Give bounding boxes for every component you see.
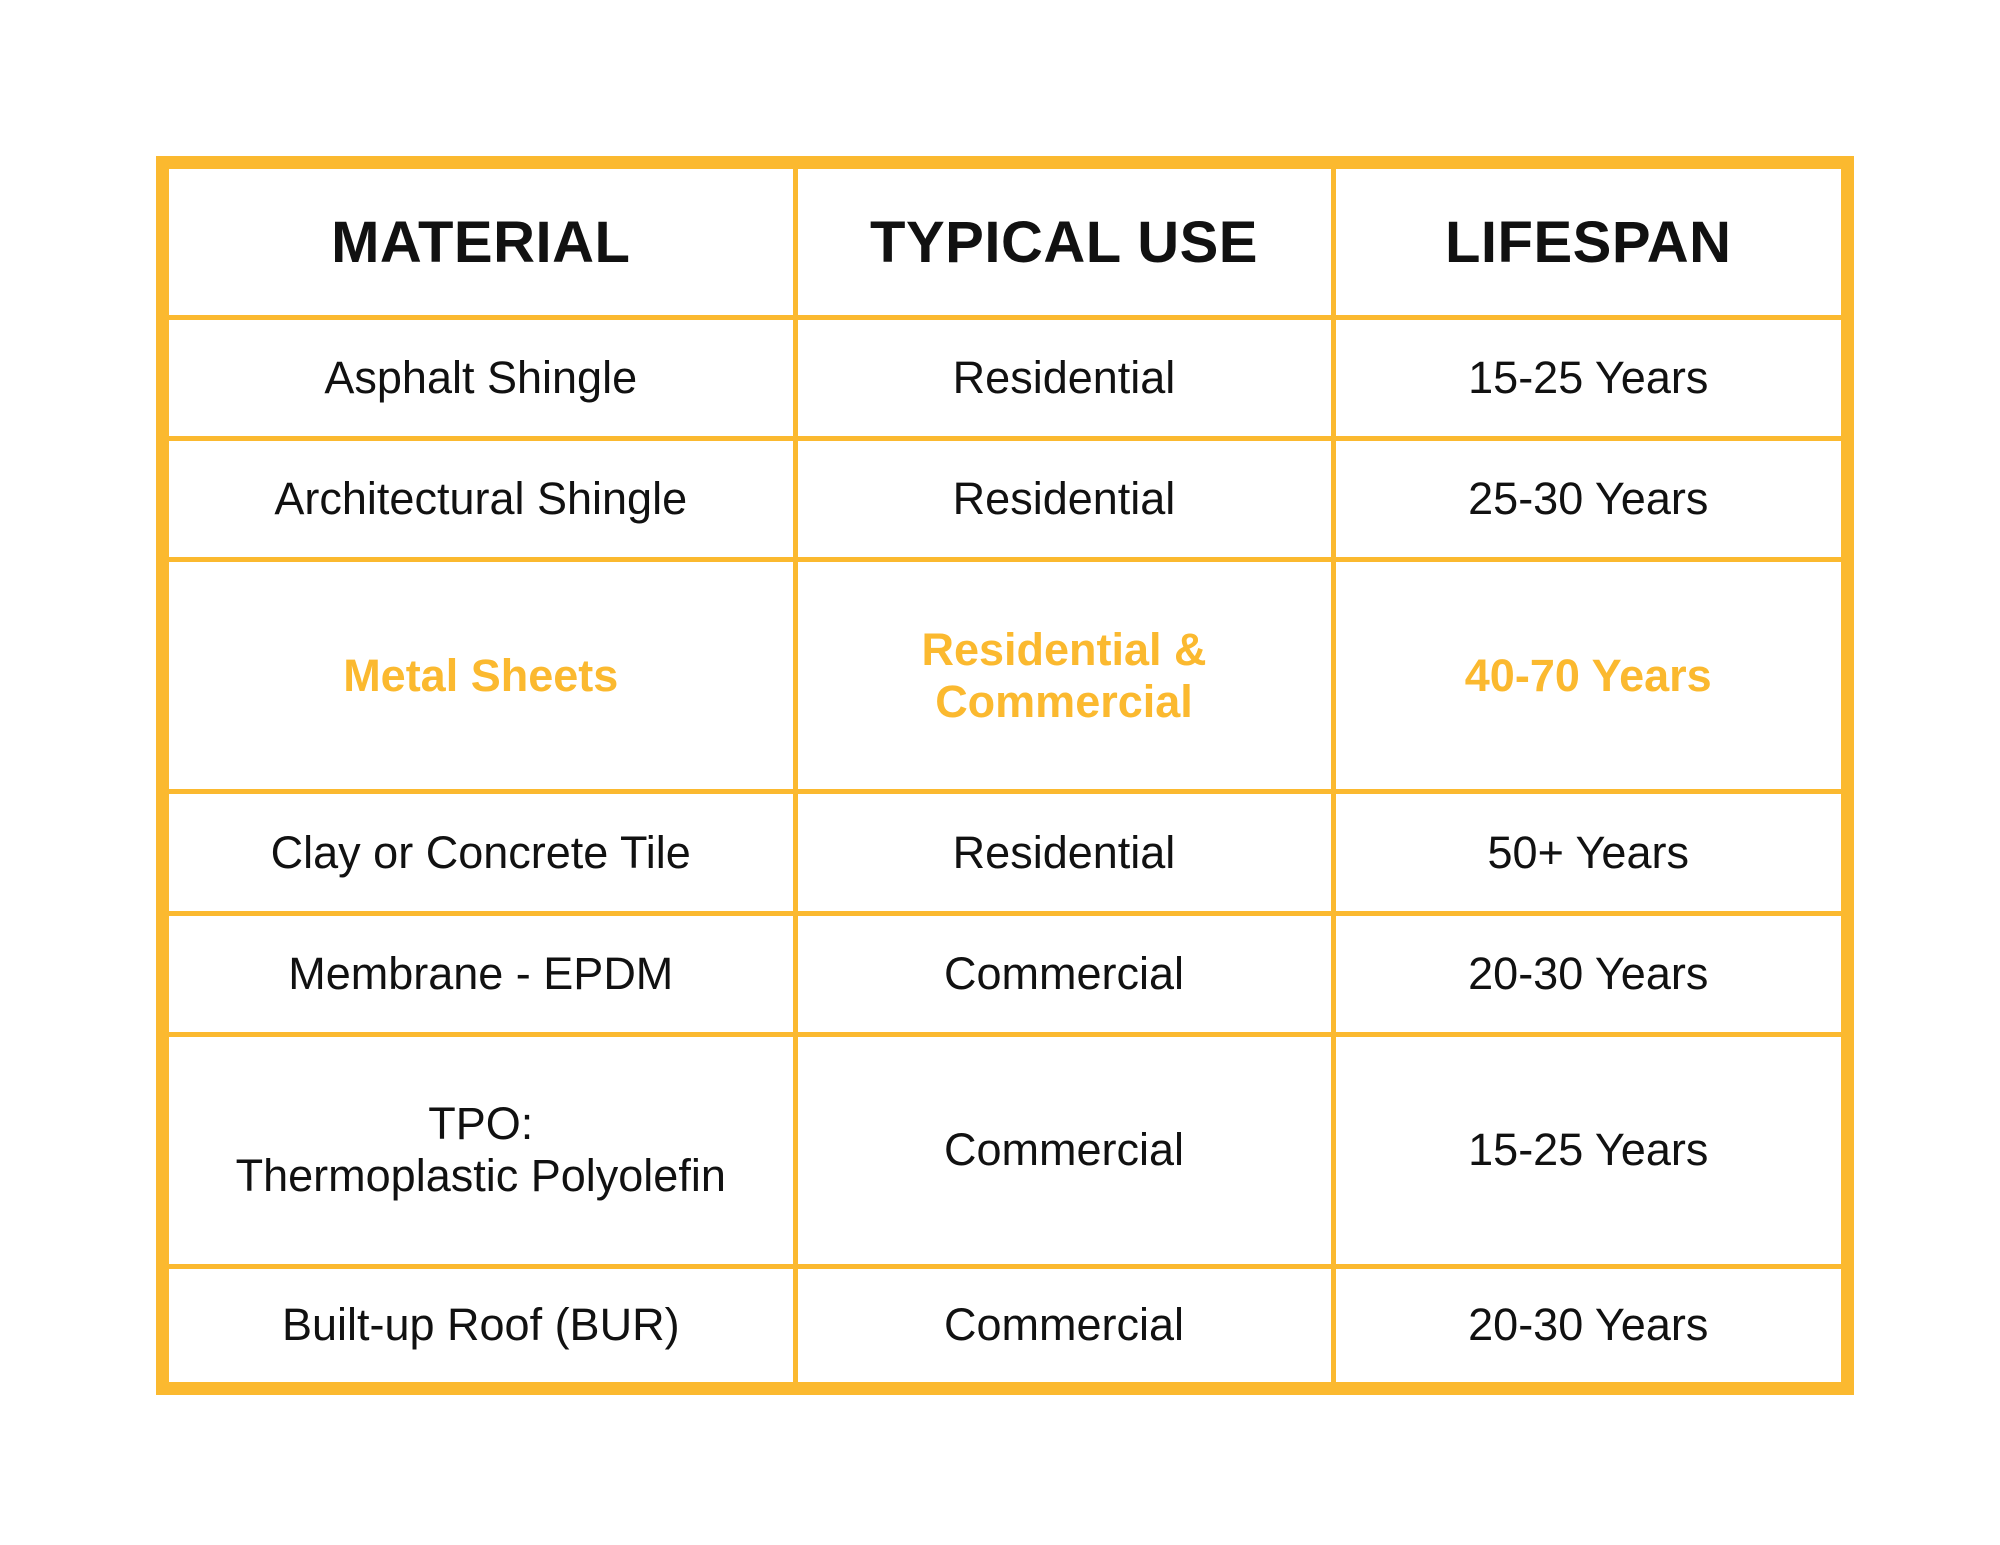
table-cell: 15-25 Years: [1330, 317, 1841, 442]
table-cell: Asphalt Shingle: [169, 317, 798, 442]
table-row: TPO: Thermoplastic Polyolefin Commercial 1…: [169, 1031, 1841, 1269]
table-cell: 20-30 Years: [1330, 910, 1841, 1037]
column-header: MATERIAL: [169, 169, 798, 320]
table-cell: TPO: Thermoplastic Polyolefin: [169, 1031, 798, 1269]
table-cell: 20-30 Years: [1330, 1263, 1841, 1382]
table-header: MATERIAL TYPICAL USE LIFESPAN: [169, 169, 1841, 320]
table-cell: Membrane - EPDM: [169, 910, 798, 1037]
table-row: Membrane - EPDM Commercial 20-30 Years: [169, 910, 1841, 1037]
table-cell: Built-up Roof (BUR): [169, 1263, 798, 1382]
table-cell: Commercial: [792, 910, 1336, 1037]
table-row: Clay or Concrete Tile Residential 50+ Year…: [169, 789, 1841, 916]
column-header: TYPICAL USE: [792, 169, 1336, 320]
table-cell: Residential: [792, 436, 1336, 563]
materials-table: MATERIAL TYPICAL USE LIFESPAN Asphalt Shin…: [169, 169, 1841, 1382]
table-row: Architectural Shingle Residential 25-30 Ye…: [169, 436, 1841, 563]
table-cell: Residential & Commercial: [792, 557, 1336, 795]
table-cell: 25-30 Years: [1330, 436, 1841, 563]
table-cell: 15-25 Years: [1330, 1031, 1841, 1269]
table-cell: 40-70 Years: [1330, 557, 1841, 795]
header-row: MATERIAL TYPICAL USE LIFESPAN: [169, 169, 1841, 320]
table-cell: 50+ Years: [1330, 789, 1841, 916]
table-cell: Metal Sheets: [169, 557, 798, 795]
table-row: Built-up Roof (BUR) Commercial 20-30 Years: [169, 1263, 1841, 1382]
table-cell: Commercial: [792, 1263, 1336, 1382]
table-frame: MATERIAL TYPICAL USE LIFESPAN Asphalt Shin…: [156, 156, 1854, 1395]
table-row: Asphalt Shingle Residential 15-25 Years: [169, 317, 1841, 442]
table-cell: Architectural Shingle: [169, 436, 798, 563]
table-cell: Clay or Concrete Tile: [169, 789, 798, 916]
table-row: Metal Sheets Residential & Commercial 40-7…: [169, 557, 1841, 795]
table-body: Asphalt Shingle Residential 15-25 Years Arc…: [169, 317, 1841, 1382]
column-header: LIFESPAN: [1330, 169, 1841, 320]
table-cell: Commercial: [792, 1031, 1336, 1269]
table-cell: Residential: [792, 317, 1336, 442]
table-cell: Residential: [792, 789, 1336, 916]
